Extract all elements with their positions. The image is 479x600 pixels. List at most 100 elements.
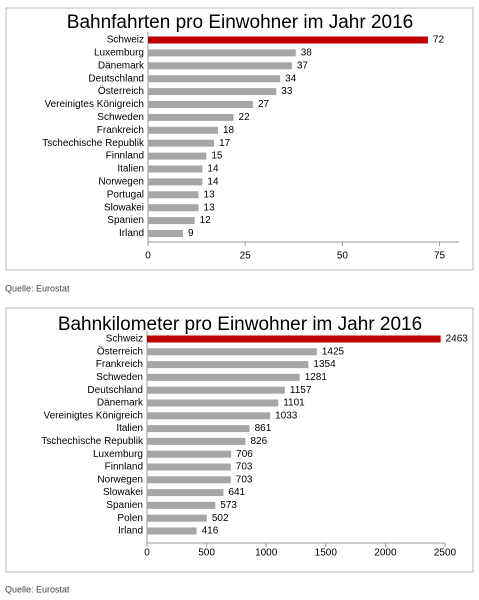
bar — [147, 425, 250, 433]
bar — [148, 230, 183, 237]
bar — [148, 88, 277, 96]
value-label: 13 — [204, 202, 216, 213]
value-label: 22 — [239, 112, 251, 123]
chart-title: Bahnfahrten pro Einwohner im Jahr 2016 — [67, 12, 413, 33]
value-label: 13 — [204, 189, 216, 200]
y-tick-label: Dänemark — [97, 398, 144, 409]
y-tick-label: Irland — [118, 526, 143, 537]
y-tick-label: Schweiz — [107, 35, 144, 46]
y-tick-label: Finnland — [106, 151, 144, 162]
value-label: 18 — [223, 125, 235, 136]
source-note: Quelle: Eurostat — [5, 283, 70, 293]
y-tick-label: Dänemark — [98, 60, 145, 71]
value-label: 12 — [200, 215, 212, 226]
bar — [148, 75, 281, 83]
y-tick-label: Tschechische Republik — [41, 436, 144, 447]
bar — [148, 36, 428, 44]
y-tick-label: Italien — [117, 164, 144, 175]
bar — [147, 527, 197, 535]
bar — [147, 476, 231, 484]
bar — [147, 514, 207, 522]
y-tick-label: Schweiz — [106, 334, 143, 345]
bar — [147, 463, 231, 471]
bar — [147, 450, 232, 458]
value-label: 1033 — [275, 410, 298, 421]
y-tick-label: Norwegen — [97, 474, 143, 485]
y-tick-label: Deutschland — [88, 73, 144, 84]
y-tick-label: Tschechische Republik — [42, 138, 145, 149]
value-label: 416 — [202, 526, 219, 537]
value-label: 14 — [207, 164, 219, 175]
bar — [147, 361, 309, 369]
value-label: 1425 — [322, 346, 345, 357]
value-label: 826 — [250, 436, 267, 447]
x-tick-label: 0 — [145, 251, 151, 262]
x-tick-label: 500 — [198, 548, 215, 559]
bar — [147, 386, 285, 394]
y-tick-label: Polen — [117, 513, 143, 524]
y-tick-label: Schweden — [96, 372, 143, 383]
bar — [148, 191, 199, 199]
bar — [147, 501, 216, 509]
y-tick-label: Österreich — [97, 345, 143, 357]
y-tick-label: Schweden — [97, 112, 144, 123]
y-tick-label: Luxemburg — [94, 48, 144, 59]
y-tick-label: Luxemburg — [93, 449, 143, 460]
x-tick-label: 1500 — [315, 548, 338, 559]
y-tick-label: Irland — [119, 228, 144, 239]
value-label: 34 — [285, 73, 297, 84]
value-label: 27 — [258, 99, 270, 110]
value-label: 72 — [433, 35, 445, 46]
value-label: 9 — [188, 228, 194, 239]
bar — [147, 437, 246, 445]
value-label: 1101 — [283, 398, 305, 409]
bar — [148, 113, 234, 121]
y-tick-label: Frankreich — [96, 359, 143, 370]
value-label: 1157 — [290, 385, 312, 396]
value-label: 38 — [301, 48, 313, 59]
value-label: 1354 — [313, 359, 336, 370]
value-label: 1281 — [305, 372, 328, 383]
bar — [147, 373, 300, 381]
bar — [147, 489, 224, 497]
x-tick-label: 25 — [240, 251, 252, 262]
y-tick-label: Norwegen — [98, 177, 144, 188]
value-label: 37 — [297, 60, 309, 71]
value-label: 703 — [236, 474, 253, 485]
chart-title: Bahnkilometer pro Einwohner im Jahr 2016 — [58, 314, 422, 335]
chart-frame — [5, 307, 474, 573]
bar — [148, 165, 203, 173]
bar — [147, 412, 271, 420]
bar — [147, 335, 441, 343]
bar — [148, 49, 296, 57]
value-label: 15 — [211, 151, 223, 162]
y-tick-label: Österreich — [98, 85, 144, 97]
x-tick-label: 2500 — [434, 548, 457, 559]
y-tick-label: Finnland — [105, 462, 143, 473]
value-label: 703 — [236, 462, 253, 473]
value-label: 502 — [212, 513, 229, 524]
y-tick-label: Deutschland — [87, 385, 143, 396]
chart-frame — [5, 7, 474, 271]
bar — [147, 399, 279, 407]
y-tick-label: Slowakei — [104, 202, 144, 213]
source-note: Quelle: Eurostat — [5, 584, 70, 594]
y-tick-label: Slowakei — [103, 487, 143, 498]
y-tick-label: Vereinigtes Königreich — [44, 99, 144, 110]
bar — [148, 101, 253, 108]
value-label: 14 — [207, 177, 219, 188]
value-label: 641 — [228, 487, 245, 498]
bar — [148, 152, 207, 160]
bar — [148, 178, 203, 186]
bar — [147, 348, 317, 356]
value-label: 2463 — [446, 334, 469, 345]
bar — [148, 139, 215, 147]
x-tick-label: 75 — [434, 251, 446, 262]
bar — [148, 217, 195, 225]
value-label: 573 — [220, 500, 237, 511]
bar — [148, 62, 292, 70]
y-tick-label: Italien — [116, 423, 143, 434]
bar — [148, 204, 199, 212]
value-label: 17 — [219, 138, 231, 149]
